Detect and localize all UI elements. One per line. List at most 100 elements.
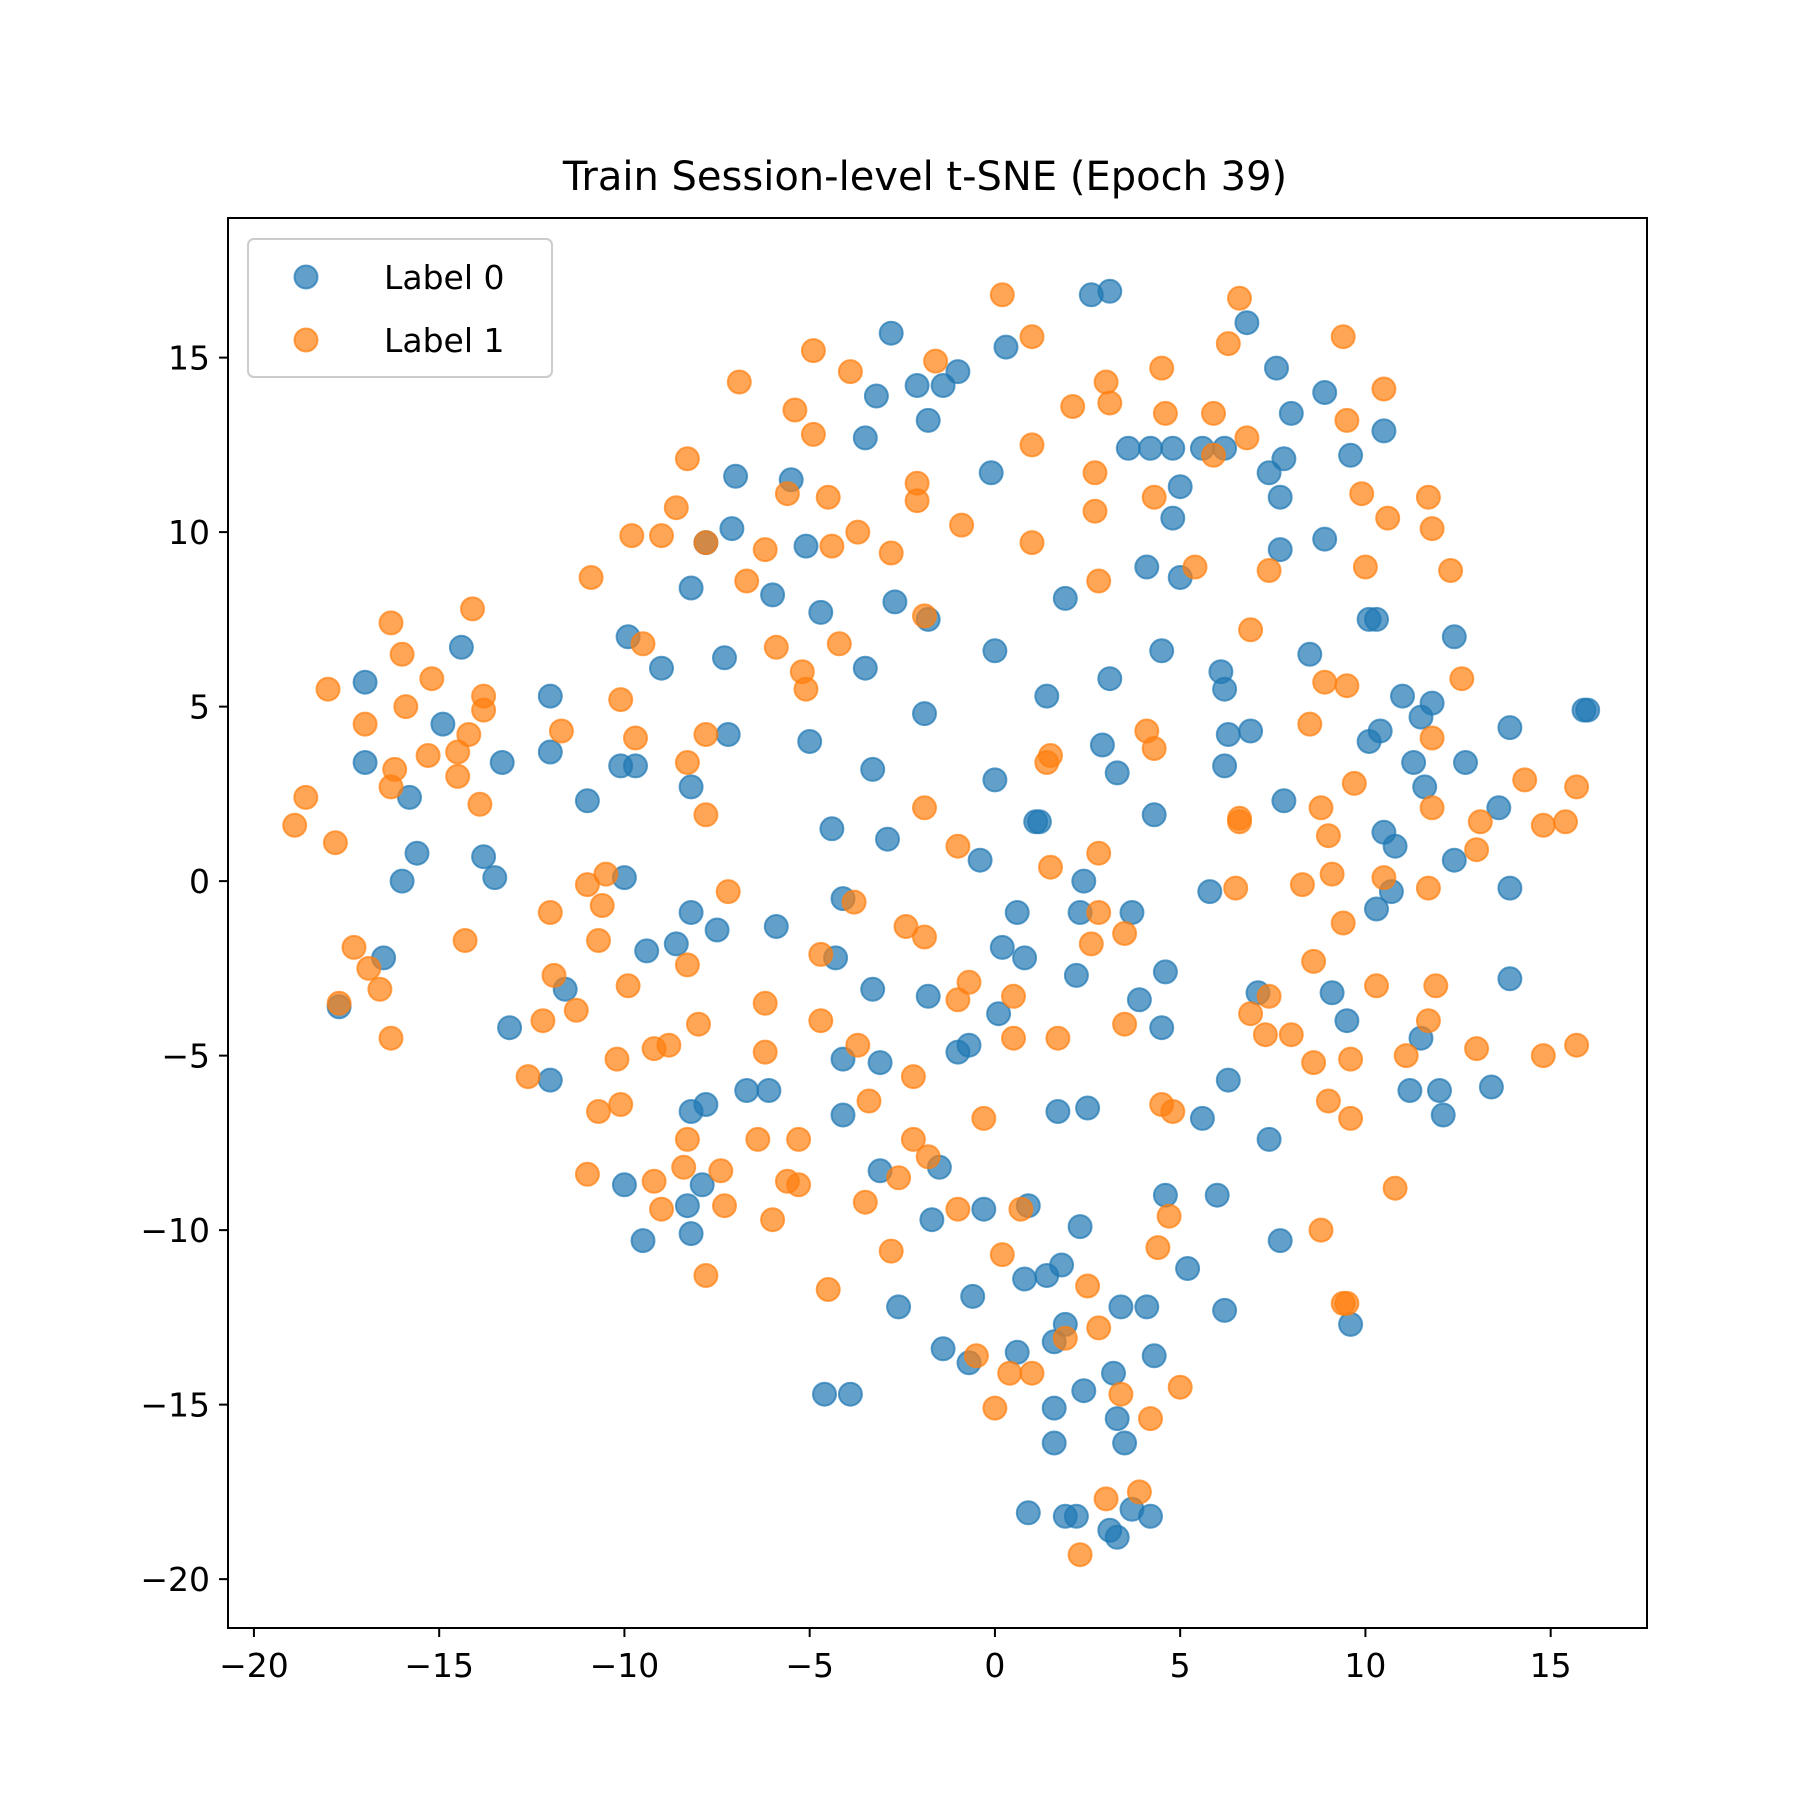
scatter-point-label-1-64 — [1449, 666, 1475, 692]
scatter-point-label-1-138 — [326, 990, 352, 1016]
scatter-point-label-0-139 — [945, 1039, 971, 1065]
scatter-point-label-0-6 — [930, 373, 956, 398]
scatter-point-label-1-46 — [1256, 558, 1282, 583]
scatter-point-label-0-23 — [1256, 460, 1282, 486]
scatter-point-label-0-123 — [1063, 962, 1089, 988]
x-tick-label: −15 — [404, 1646, 474, 1685]
scatter-point-label-0-144 — [734, 1078, 760, 1103]
scatter-point-label-0-158 — [1256, 1126, 1282, 1152]
scatter-point-label-1-128 — [356, 955, 382, 981]
scatter-point-label-1-99 — [1530, 812, 1556, 838]
scatter-point-label-1-52 — [1238, 617, 1264, 643]
scatter-point-label-1-73 — [1297, 711, 1323, 737]
scatter-point-label-1-192 — [1008, 1196, 1034, 1222]
scatter-point-label-1-12 — [1371, 376, 1397, 402]
scatter-point-label-1-43 — [1019, 530, 1045, 556]
scatter-point-label-1-77 — [1419, 725, 1445, 751]
scatter-point-label-0-87 — [397, 784, 422, 810]
scatter-point-label-0-163 — [1204, 1182, 1230, 1208]
scatter-point-label-1-210 — [1167, 1374, 1193, 1400]
scatter-point-label-1-44 — [578, 565, 604, 590]
scatter-point-label-1-26 — [815, 484, 841, 510]
scatter-point-label-1-116 — [589, 893, 615, 918]
scatter-point-label-0-46 — [982, 638, 1008, 664]
scatter-point-label-1-100 — [1553, 809, 1578, 835]
scatter-point-label-0-105 — [1071, 868, 1097, 894]
scatter-point-label-0-47 — [1149, 638, 1175, 664]
scatter-point-label-1-145 — [686, 1011, 711, 1037]
scatter-point-label-1-55 — [826, 631, 852, 657]
scatter-point-label-0-166 — [919, 1207, 945, 1233]
scatter-point-label-0-61 — [1408, 704, 1434, 730]
scatter-point-label-0-114 — [1364, 896, 1389, 922]
scatter-point-label-0-145 — [756, 1078, 782, 1103]
scatter-point-label-1-199 — [1145, 1235, 1171, 1261]
scatter-point-label-1-198 — [989, 1242, 1015, 1268]
scatter-point-label-0-150 — [678, 1099, 704, 1124]
scatter-point-label-0-39 — [1052, 585, 1078, 611]
scatter-point-label-1-80 — [1141, 736, 1167, 761]
scatter-point-label-1-160 — [1564, 1032, 1590, 1058]
scatter-point-label-1-83 — [1034, 750, 1060, 775]
scatter-point-label-1-18 — [800, 421, 826, 447]
legend: Label 0 Label 1 — [247, 238, 553, 378]
scatter-point-label-0-185 — [1004, 1339, 1030, 1365]
scatter-point-label-1-187 — [886, 1165, 912, 1191]
scatter-point-label-0-173 — [1034, 1263, 1060, 1288]
x-axis: −20 −15 −10 −5 0 5 10 15 — [219, 1628, 1572, 1685]
scatter-point-label-1-71 — [548, 718, 574, 744]
scatter-point-label-1-34 — [845, 519, 871, 545]
scatter-point-label-0-170 — [1267, 1228, 1293, 1254]
scatter-point-label-1-93 — [912, 795, 937, 821]
scatter-point-label-0-169 — [1067, 1214, 1093, 1240]
scatter-point-label-1-194 — [1156, 1203, 1182, 1229]
scatter-point-label-1-30 — [1415, 484, 1441, 510]
y-tick-label: −5 — [161, 1037, 210, 1076]
scatter-point-label-0-191 — [1041, 1395, 1067, 1421]
scatter-point-label-0-84 — [982, 767, 1008, 793]
scatter-point-label-1-109 — [593, 861, 619, 887]
scatter-point-label-0-36 — [678, 575, 704, 601]
scatter-point-label-0-179 — [1212, 1297, 1238, 1323]
scatter-point-label-1-10 — [1093, 369, 1119, 395]
x-tick-label: 0 — [984, 1646, 1005, 1685]
scatter-point-label-1-188 — [649, 1196, 674, 1222]
scatter-point-label-1-88 — [1564, 774, 1590, 800]
scatter-point-label-0-10 — [1312, 380, 1338, 405]
scatter-point-label-0-34 — [1134, 554, 1160, 580]
scatter-point-label-1-56 — [630, 631, 656, 657]
scatter-point-label-1-45 — [1182, 554, 1208, 580]
scatter-point-label-1-3 — [1215, 331, 1241, 357]
scatter-point-label-0-74 — [537, 739, 563, 765]
scatter-point-label-1-164 — [1338, 1046, 1364, 1072]
scatter-point-label-1-23 — [1082, 460, 1108, 486]
scatter-point-label-1-98 — [1467, 809, 1493, 835]
scatter-point-label-0-64 — [1575, 697, 1601, 723]
points-layer — [282, 278, 1601, 1568]
scatter-point-label-0-101 — [1441, 847, 1467, 873]
scatter-point-label-0-73 — [1089, 732, 1115, 758]
scatter-point-label-1-153 — [1045, 1025, 1071, 1051]
scatter-point-label-1-6 — [923, 348, 949, 374]
scatter-point-label-0-133 — [1334, 1008, 1360, 1034]
scatter-point-label-1-197 — [878, 1238, 904, 1264]
scatter-point-label-1-57 — [763, 634, 789, 660]
scatter-point-label-1-132 — [1301, 948, 1327, 974]
scatter-point-label-1-37 — [649, 523, 674, 549]
scatter-point-label-1-112 — [1319, 861, 1345, 887]
scatter-point-label-1-87 — [1512, 767, 1538, 793]
scatter-point-label-1-35 — [949, 512, 975, 538]
scatter-point-label-1-68 — [471, 697, 497, 723]
scatter-point-label-1-102 — [322, 830, 348, 856]
scatter-point-label-1-1 — [1227, 285, 1252, 311]
scatter-point-label-0-37 — [760, 582, 786, 608]
scatter-point-label-0-128 — [915, 983, 941, 1009]
scatter-point-label-1-215 — [1126, 1479, 1152, 1505]
chart-title: Train Session-level t-SNE (Epoch 39) — [562, 154, 1287, 200]
scatter-point-label-1-149 — [656, 1032, 682, 1058]
scatter-point-label-0-187 — [1101, 1360, 1126, 1386]
y-axis: −20 −15 −10 −5 0 5 10 15 — [140, 339, 228, 1599]
scatter-point-label-0-201 — [1104, 1524, 1130, 1550]
scatter-point-label-1-202 — [1075, 1273, 1101, 1299]
